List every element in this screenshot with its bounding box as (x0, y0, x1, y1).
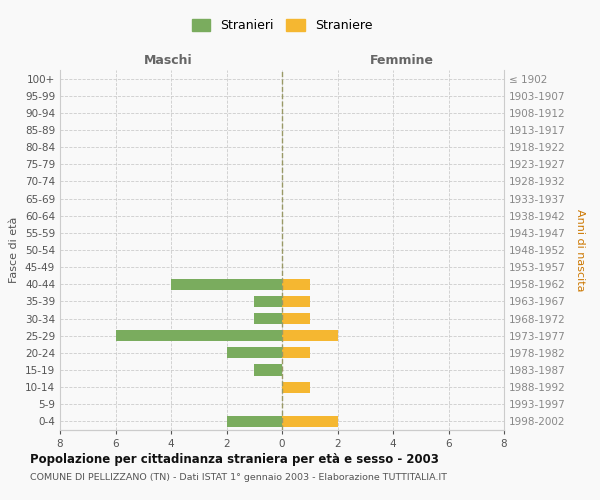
Bar (254, 296, 282, 307)
Bar (282, 313, 310, 324)
Text: Popolazione per cittadinanza straniera per età e sesso - 2003: Popolazione per cittadinanza straniera p… (30, 452, 439, 466)
Bar (282, 382, 310, 392)
Bar (282, 330, 337, 342)
Bar (282, 278, 310, 290)
Legend: Stranieri, Straniere: Stranieri, Straniere (187, 14, 377, 37)
Bar (282, 348, 310, 358)
Y-axis label: Fasce di età: Fasce di età (10, 217, 19, 283)
Bar (115, 330, 282, 342)
Bar (227, 348, 282, 358)
Bar (254, 313, 282, 324)
Bar (171, 278, 282, 290)
Bar (227, 416, 282, 427)
Bar (282, 296, 310, 307)
Y-axis label: Anni di nascita: Anni di nascita (575, 209, 585, 291)
Text: Maschi: Maschi (143, 54, 193, 68)
Bar (254, 364, 282, 376)
Text: Femmine: Femmine (370, 54, 434, 68)
Text: COMUNE DI PELLIZZANO (TN) - Dati ISTAT 1° gennaio 2003 - Elaborazione TUTTITALIA: COMUNE DI PELLIZZANO (TN) - Dati ISTAT 1… (30, 472, 447, 482)
Bar (282, 416, 337, 427)
